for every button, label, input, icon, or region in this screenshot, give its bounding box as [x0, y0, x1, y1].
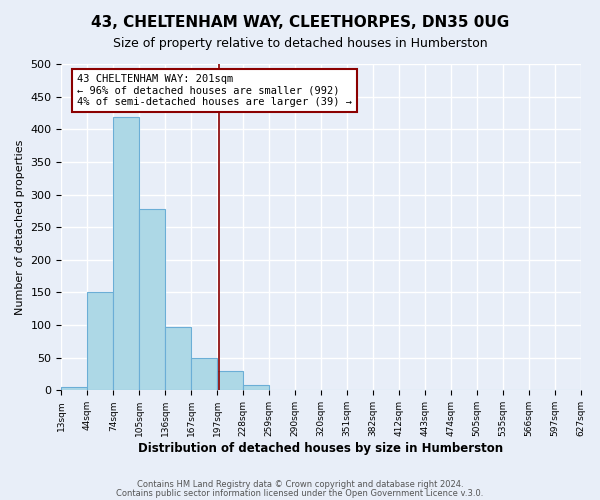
Text: 43, CHELTENHAM WAY, CLEETHORPES, DN35 0UG: 43, CHELTENHAM WAY, CLEETHORPES, DN35 0U… [91, 15, 509, 30]
Text: 43 CHELTENHAM WAY: 201sqm
← 96% of detached houses are smaller (992)
4% of semi-: 43 CHELTENHAM WAY: 201sqm ← 96% of detac… [77, 74, 352, 107]
Text: Size of property relative to detached houses in Humberston: Size of property relative to detached ho… [113, 38, 487, 51]
Text: Contains public sector information licensed under the Open Government Licence v.: Contains public sector information licen… [116, 488, 484, 498]
Bar [88, 292, 113, 390]
Bar [61, 387, 88, 390]
Bar [243, 385, 269, 390]
Text: Contains HM Land Registry data © Crown copyright and database right 2024.: Contains HM Land Registry data © Crown c… [137, 480, 463, 489]
Bar [191, 358, 217, 390]
Bar [217, 371, 243, 390]
X-axis label: Distribution of detached houses by size in Humberston: Distribution of detached houses by size … [139, 442, 503, 455]
Bar [165, 327, 191, 390]
Bar [139, 209, 165, 390]
Bar [113, 117, 139, 390]
Y-axis label: Number of detached properties: Number of detached properties [15, 140, 25, 315]
